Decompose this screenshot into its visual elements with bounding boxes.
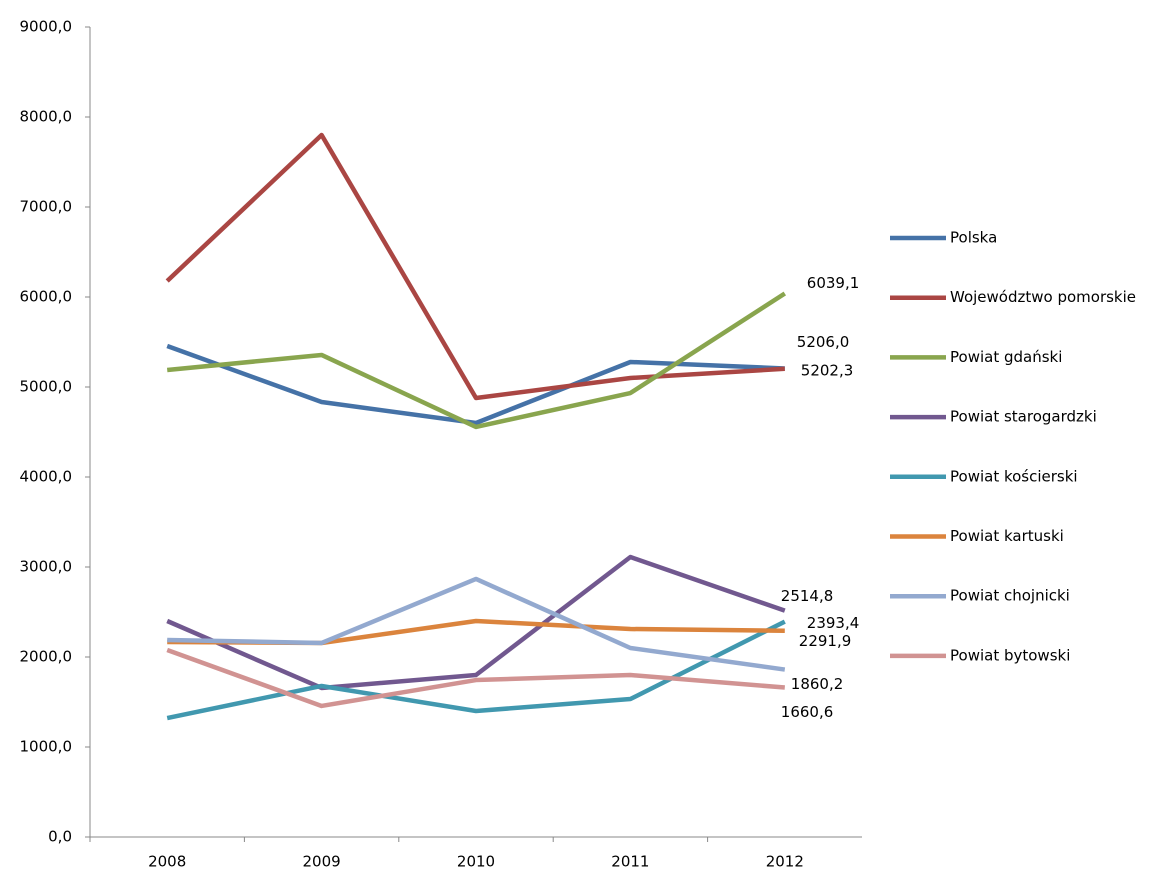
y-tick-label: 5000,0 bbox=[20, 378, 73, 396]
series-line bbox=[165, 132, 785, 401]
series-line bbox=[167, 576, 786, 672]
y-tick-label: 0,0 bbox=[48, 828, 72, 846]
series-line bbox=[166, 619, 786, 721]
data-label: 6039,1 bbox=[807, 274, 860, 292]
x-tick-label: 2009 bbox=[303, 853, 341, 871]
data-label: 1860,2 bbox=[791, 675, 844, 693]
x-tick-label: 2012 bbox=[766, 853, 804, 871]
legend-label: Polska bbox=[950, 229, 997, 247]
legend-label: Powiat chojnicki bbox=[950, 587, 1070, 605]
legend-label: Województwo pomorskie bbox=[950, 288, 1136, 306]
legend-label: Powiat gdański bbox=[950, 348, 1062, 366]
data-label: 5202,3 bbox=[801, 361, 854, 379]
x-tick-label: 2011 bbox=[611, 853, 649, 871]
data-label: 2393,4 bbox=[807, 614, 860, 632]
y-tick-label: 1000,0 bbox=[20, 738, 73, 756]
y-tick-label: 7000,0 bbox=[20, 198, 73, 216]
y-tick-label: 4000,0 bbox=[20, 468, 73, 486]
y-tick-label: 2000,0 bbox=[20, 648, 73, 666]
x-tick-label: 2008 bbox=[148, 853, 186, 871]
series-line bbox=[166, 343, 785, 426]
data-label: 2291,9 bbox=[799, 632, 852, 650]
data-label: 2514,8 bbox=[781, 587, 834, 605]
legend-label: Powiat bytowski bbox=[950, 646, 1070, 664]
x-tick-label: 2010 bbox=[457, 853, 495, 871]
series-line bbox=[166, 291, 787, 430]
y-tick-label: 6000,0 bbox=[20, 288, 73, 306]
series-line bbox=[166, 554, 786, 691]
y-tick-label: 3000,0 bbox=[20, 558, 73, 576]
data-label: 1660,6 bbox=[781, 703, 834, 721]
series-line bbox=[166, 647, 785, 709]
legend-label: Powiat starogardzki bbox=[950, 408, 1097, 426]
y-tick-label: 9000,0 bbox=[20, 18, 73, 36]
y-tick-label: 8000,0 bbox=[20, 108, 73, 126]
legend-label: Powiat kartuski bbox=[950, 527, 1064, 545]
legend-label: Powiat kościerski bbox=[950, 467, 1078, 485]
data-label: 5206,0 bbox=[797, 333, 850, 351]
